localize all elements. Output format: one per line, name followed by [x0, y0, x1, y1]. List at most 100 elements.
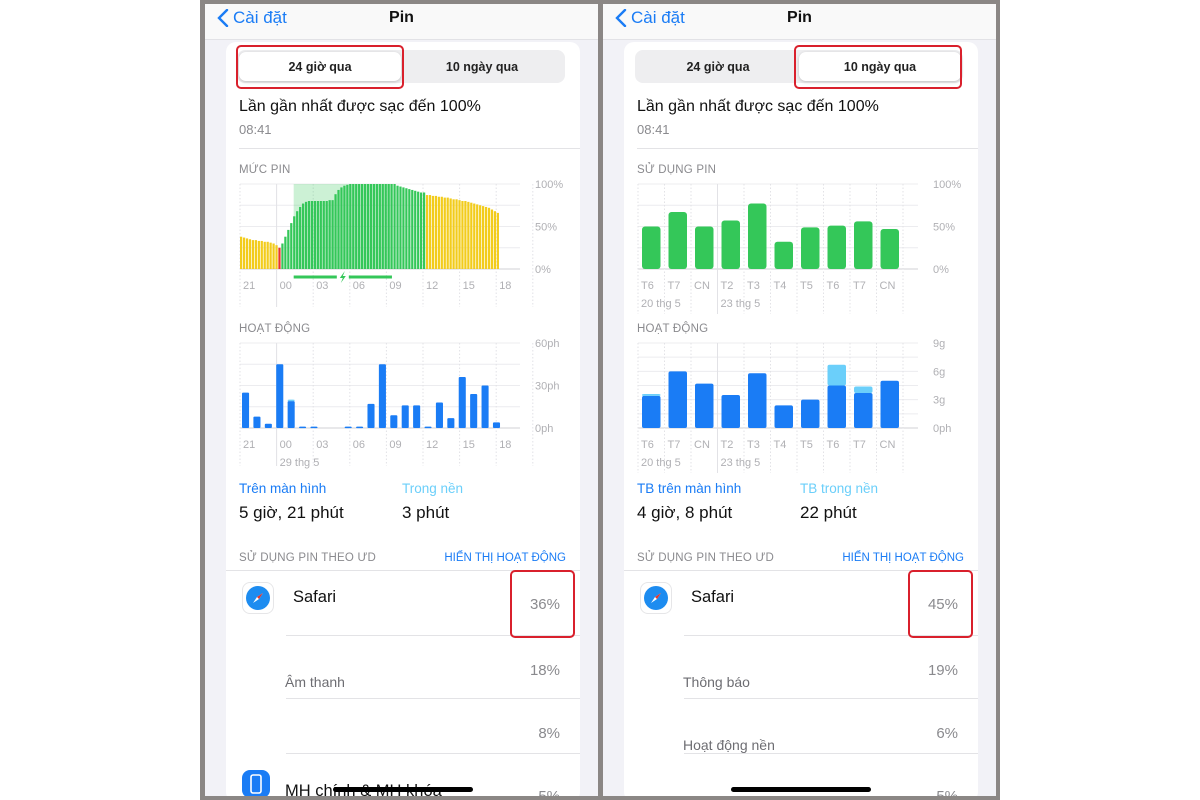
show-activity-link[interactable]: HIỂN THỊ HOẠT ĐỘNG [842, 552, 964, 564]
battery-bar [437, 196, 440, 269]
app-usage-row[interactable]: Safari 45% [624, 572, 978, 636]
battery-bar [313, 201, 317, 269]
row-separator [286, 698, 580, 699]
battery-bar [366, 184, 370, 269]
x-tick-label: 09 [389, 439, 401, 451]
app-usage-row[interactable]: 8% [226, 699, 580, 754]
battery-bar [422, 192, 426, 269]
screen-time-bar [447, 418, 455, 428]
app-usage-row[interactable]: 5% [624, 754, 978, 796]
chevron-left-icon [615, 9, 627, 27]
usage-bar [668, 212, 687, 269]
screen-time-bar [880, 380, 899, 428]
battery-bar [251, 240, 255, 269]
navigation-bar: Cài đặt Pin [603, 4, 996, 40]
screen-time-bar [287, 401, 295, 428]
screen-time-bar [774, 405, 793, 428]
y-tick-label: 0% [933, 264, 949, 276]
battery-bar [301, 203, 305, 269]
battery-bar [405, 188, 408, 269]
summary-value: 22 phút [800, 503, 857, 522]
battery-bar [476, 204, 479, 269]
date-label: 23 thg 5 [721, 298, 761, 310]
tab-10-days[interactable]: 10 ngày qua [445, 59, 519, 74]
app-name: Safari [691, 588, 735, 606]
usage-percent: 36% [529, 596, 560, 613]
x-tick-label: 21 [243, 280, 255, 292]
screen-time-bar [458, 377, 466, 428]
home-indicator[interactable] [731, 787, 871, 792]
back-button[interactable]: Cài đặt [217, 8, 287, 28]
usage-header: SỬ DỤNG PIN THEO ƯD [239, 552, 376, 564]
usage-bar [774, 241, 793, 269]
battery-bar [355, 184, 358, 269]
x-tick-label: CN [694, 439, 710, 451]
home-screen-icon [242, 770, 270, 796]
battery-bar [272, 243, 275, 269]
background-time-bar [854, 386, 873, 394]
battery-bar [242, 237, 246, 269]
app-usage-row[interactable]: Thông báo 19% [624, 636, 978, 699]
battery-bar [381, 184, 384, 269]
battery-bar [402, 187, 405, 269]
date-label: 20 thg 5 [641, 457, 681, 469]
x-tick-label: T4 [774, 439, 787, 451]
chart2: 9g 6g 3g 0ph T6 T7 CN T2 T3 T4 T5 T6 T7 CN 20 thg 5 23 … [637, 338, 951, 473]
home-indicator[interactable] [333, 787, 473, 792]
app-usage-row[interactable]: Hoạt động nền 6% [624, 699, 978, 754]
battery-bar [328, 200, 331, 269]
battery-bar [334, 194, 337, 269]
x-tick-label: T7 [668, 280, 681, 292]
battery-bar [278, 247, 281, 269]
show-activity-link[interactable]: HIỂN THỊ HOẠT ĐỘNG [444, 552, 566, 564]
battery-bar [363, 184, 367, 269]
battery-bar [396, 185, 399, 269]
usage-percent: 18% [529, 662, 560, 679]
battery-bar [378, 184, 381, 269]
battery-bar [461, 201, 464, 269]
screen-time-bar [748, 373, 767, 428]
page-title: Pin [787, 9, 812, 26]
background-time-bar [827, 364, 846, 386]
usage-bar [827, 225, 846, 269]
battery-bar [284, 236, 287, 269]
battery-bar [479, 205, 482, 269]
battery-bar [369, 184, 373, 269]
y-tick-label: 50% [933, 222, 955, 234]
usage-bar [854, 221, 873, 269]
safari-icon [640, 582, 672, 614]
divider [624, 570, 978, 571]
screen-time-bar [854, 393, 873, 428]
screen-time-bar [695, 383, 714, 428]
usage-bar [695, 226, 714, 269]
back-label: Cài đặt [233, 8, 287, 27]
period-segmented-control: 24 giờ qua 10 ngày qua [635, 50, 963, 83]
tab-24-hours[interactable]: 24 giờ qua [239, 52, 401, 81]
usage-header: SỬ DỤNG PIN THEO ƯD [637, 552, 774, 564]
usage-bar [748, 203, 767, 269]
row-separator [684, 753, 978, 754]
app-usage-row[interactable]: Safari 36% [226, 572, 580, 636]
battery-bar [307, 201, 311, 269]
battery-bar [296, 211, 299, 269]
last-charged-time: 08:41 [637, 122, 670, 137]
battery-bar [387, 184, 390, 269]
app-usage-row[interactable]: Âm thanh 18% [226, 636, 580, 699]
tab-10-days[interactable]: 10 ngày qua [799, 52, 961, 81]
battery-bar [240, 236, 243, 269]
screen-time-bar [264, 423, 272, 428]
battery-bar [443, 197, 446, 269]
x-tick-label: CN [880, 439, 896, 451]
battery-bar [257, 240, 260, 269]
x-tick-label: T5 [800, 280, 813, 292]
usage-category: Thông báo [683, 674, 750, 690]
tab-24-hours[interactable]: 24 giờ qua [686, 59, 750, 74]
back-button[interactable]: Cài đặt [615, 8, 685, 28]
screen-time-bar [668, 371, 687, 428]
battery-bar [337, 189, 340, 269]
summary-value: 4 giờ, 8 phút [637, 503, 733, 522]
battery-bar [399, 186, 402, 269]
x-tick-label: 21 [243, 439, 255, 451]
summary-label: TB trong nền [800, 481, 879, 496]
battery-bar [375, 184, 378, 269]
